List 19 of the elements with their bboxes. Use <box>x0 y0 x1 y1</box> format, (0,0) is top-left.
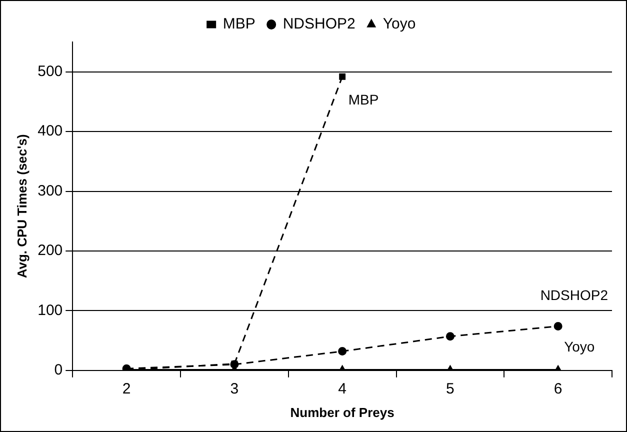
y-tick-label: 400 <box>38 122 63 140</box>
text: Yoyo <box>564 338 595 355</box>
x-tick-label: 5 <box>446 380 454 398</box>
x-tick-label: 3 <box>230 380 239 398</box>
y-axis-title: Avg. CPU Times (sec's) <box>14 134 30 278</box>
text: MBP <box>348 91 379 108</box>
y-tick-label: 300 <box>38 182 63 200</box>
x-tick-label: 4 <box>338 380 346 398</box>
y-tick-label: 0 <box>54 362 63 379</box>
text: NDSHOP2 <box>540 287 608 304</box>
y-tick-label: 100 <box>38 302 63 319</box>
y-tick-label: 500 <box>38 62 63 80</box>
legend-label: MBP <box>222 16 256 33</box>
legend-label: Yoyo <box>382 16 416 33</box>
x-tick-label: 2 <box>122 380 131 398</box>
x-axis-title: Number of Preys <box>290 404 394 420</box>
y-tick-label: 200 <box>38 242 63 260</box>
legend-label: NDSHOP2 <box>282 16 356 33</box>
x-tick-label: 6 <box>554 380 562 398</box>
